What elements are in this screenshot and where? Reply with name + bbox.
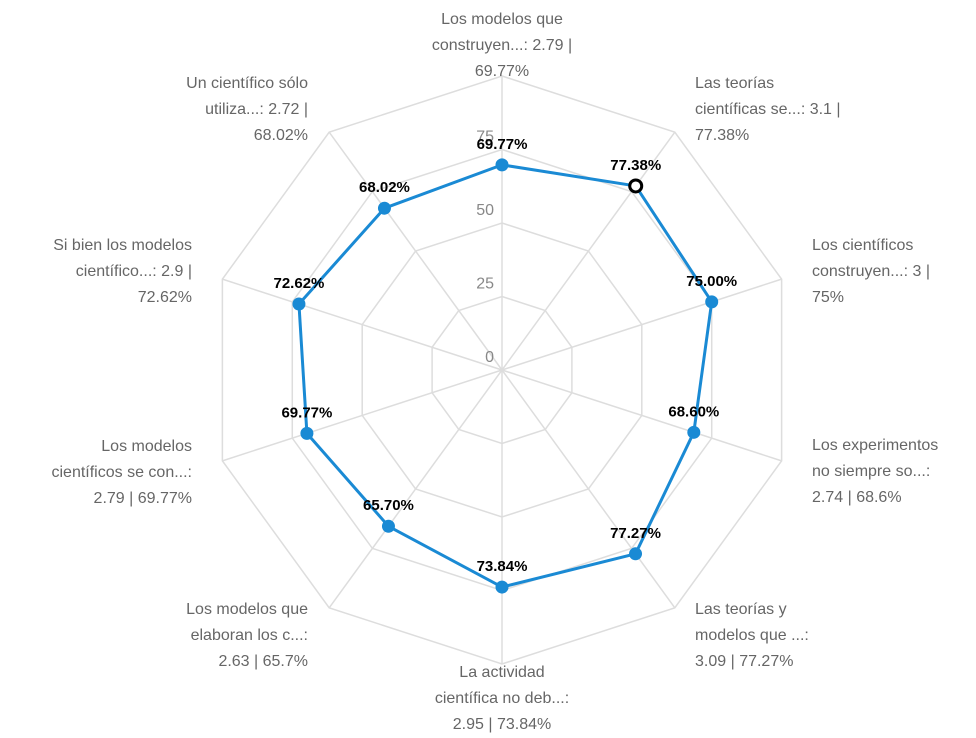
grid-spoke xyxy=(328,369,503,609)
data-label: 65.70% xyxy=(363,497,414,514)
category-label: 72.62% xyxy=(138,289,192,306)
category-label: 75% xyxy=(812,289,844,306)
category-label: 2.95 | 73.84% xyxy=(453,716,551,733)
data-label: 68.02% xyxy=(359,179,410,196)
category-label: La actividad xyxy=(459,664,544,681)
data-label: 73.84% xyxy=(477,558,528,575)
category-label: Las teorías xyxy=(695,75,774,92)
grid-spoke xyxy=(328,131,503,371)
data-label: 72.62% xyxy=(274,275,325,292)
grid-spoke xyxy=(222,278,503,371)
category-label: 77.38% xyxy=(695,127,749,144)
category-label: 2.74 | 68.6% xyxy=(812,489,902,506)
category-label: Los modelos xyxy=(101,438,192,455)
category-label: Los experimentos xyxy=(812,437,938,454)
data-label: 68.60% xyxy=(668,403,719,420)
data-point xyxy=(300,426,314,440)
data-point xyxy=(292,297,306,311)
category-label: 3.09 | 77.27% xyxy=(695,653,793,670)
data-point xyxy=(628,178,644,194)
category-label: científica no deb...: xyxy=(435,690,569,707)
data-label: 69.77% xyxy=(477,136,528,153)
category-label: modelos que ...: xyxy=(695,627,809,644)
category-label: científicas se...: 3.1 | xyxy=(695,101,841,118)
grid-spoke xyxy=(501,369,676,609)
category-label: Las teorías y xyxy=(695,601,787,618)
category-label: Los modelos que xyxy=(441,11,563,28)
data-label: 77.27% xyxy=(610,525,661,542)
y-tick-label: 25 xyxy=(476,276,494,293)
data-label: 69.77% xyxy=(281,404,332,421)
y-tick-label: 50 xyxy=(476,202,494,219)
data-label: 75.00% xyxy=(686,273,737,290)
category-label: Los científicos xyxy=(812,237,913,254)
category-label: utiliza...: 2.72 | xyxy=(205,101,308,118)
grid-spoke xyxy=(501,278,782,371)
category-label: 68.02% xyxy=(254,127,308,144)
y-tick-label: 0 xyxy=(485,349,494,366)
category-label: Si bien los modelos xyxy=(53,237,192,254)
grid-spoke xyxy=(222,369,503,462)
data-point xyxy=(687,425,701,439)
category-label: construyen...: 2.79 | xyxy=(432,37,572,54)
data-point xyxy=(377,201,391,215)
data-point xyxy=(495,158,509,172)
grid-spoke xyxy=(501,369,782,462)
data-point xyxy=(381,519,395,533)
category-label: elaboran los c...: xyxy=(191,627,308,644)
category-label: científico...: 2.9 | xyxy=(76,263,192,280)
series-line xyxy=(297,163,714,589)
data-point xyxy=(629,547,643,561)
category-label: Un científico sólo xyxy=(186,75,308,92)
category-label: construyen...: 3 | xyxy=(812,263,930,280)
category-label: 69.77% xyxy=(475,63,529,80)
data-point xyxy=(705,295,719,309)
data-label: 77.38% xyxy=(610,157,661,174)
category-label: Los modelos que xyxy=(186,601,308,618)
category-label: 2.63 | 65.7% xyxy=(218,653,308,670)
category-label: científicos se con...: xyxy=(51,464,192,481)
grid-spoke xyxy=(501,131,676,371)
y-tick-label: 75 xyxy=(476,129,494,146)
category-label: 2.79 | 69.77% xyxy=(94,490,192,507)
data-point xyxy=(495,580,509,594)
category-label: no siempre so...: xyxy=(812,463,930,480)
